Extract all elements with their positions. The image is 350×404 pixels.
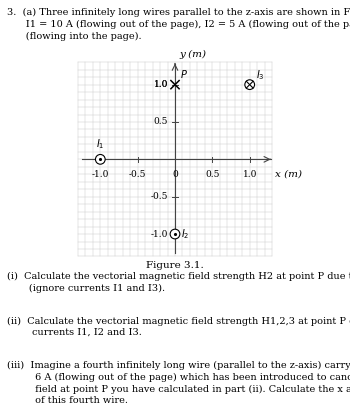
Text: (ii)  Calculate the vectorial magnetic field strength H1,2,3 at point P due to a: (ii) Calculate the vectorial magnetic fi… <box>7 316 350 337</box>
Text: (i)  Calculate the vectorial magnetic field strength H2 at point P due to curren: (i) Calculate the vectorial magnetic fie… <box>7 272 350 292</box>
Text: Figure 3.1.: Figure 3.1. <box>146 261 204 271</box>
Text: 0.5: 0.5 <box>154 118 168 126</box>
Circle shape <box>245 80 254 90</box>
Text: 1.0: 1.0 <box>154 80 168 89</box>
Text: 0.5: 0.5 <box>205 170 219 179</box>
Text: 3.  (a) Three infinitely long wires parallel to the z-axis are shown in Fig. 3.1: 3. (a) Three infinitely long wires paral… <box>7 8 350 41</box>
Circle shape <box>170 229 180 239</box>
Text: 1.0: 1.0 <box>243 170 257 179</box>
Text: $I_1$: $I_1$ <box>96 137 105 151</box>
Text: -1.0: -1.0 <box>92 170 109 179</box>
Text: $I_3$: $I_3$ <box>256 68 264 82</box>
Text: (iii)  Imagine a fourth infinitely long wire (parallel to the z-axis) carrying c: (iii) Imagine a fourth infinitely long w… <box>7 361 350 404</box>
Text: 1.0: 1.0 <box>154 80 168 89</box>
Text: -0.5: -0.5 <box>129 170 146 179</box>
Text: -1.0: -1.0 <box>151 229 168 238</box>
Text: -0.5: -0.5 <box>151 192 168 201</box>
Text: $I_2$: $I_2$ <box>181 227 189 241</box>
Text: 0: 0 <box>172 170 178 179</box>
Text: $P$: $P$ <box>180 68 188 80</box>
Text: x (m): x (m) <box>275 170 302 179</box>
Circle shape <box>96 154 105 164</box>
Text: y (m): y (m) <box>180 50 206 59</box>
